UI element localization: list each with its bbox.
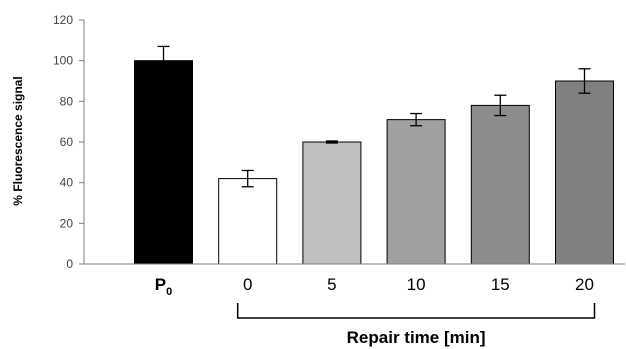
bar-0 <box>134 60 193 265</box>
x-axis: P0 0 5 10 15 20 <box>84 263 625 298</box>
x-tick-label-2: 5 <box>327 275 336 294</box>
y-tick-label-40: 40 <box>60 176 74 190</box>
x-tick-label-1: 0 <box>243 275 252 294</box>
x-tick-label-5: 20 <box>575 275 594 294</box>
y-tick-label-60: 60 <box>60 135 74 149</box>
y-tick-label-80: 80 <box>60 94 74 108</box>
repair-time-bracket: Repair time [min] <box>236 303 596 347</box>
y-axis-title: % Fluorescence signal <box>11 76 25 205</box>
bar-1 <box>218 178 278 265</box>
y-tick-label-20: 20 <box>60 216 74 230</box>
bar-5 <box>555 80 614 265</box>
y-tick-label-100: 100 <box>53 54 73 68</box>
y-axis: 0 20 40 60 80 100 120 <box>53 13 85 271</box>
group-bracket <box>236 303 596 319</box>
x-tick-label-3: 10 <box>407 275 426 294</box>
bar-3 <box>386 119 446 265</box>
y-tick-label-120: 120 <box>53 13 73 27</box>
bars <box>134 45 614 265</box>
x-tick-label-4: 15 <box>491 275 510 294</box>
x-tick-label-0: P0 <box>155 275 172 298</box>
group-label: Repair time [min] <box>347 328 486 347</box>
y-tick-label-0: 0 <box>66 257 73 271</box>
bar-2 <box>302 141 362 265</box>
bar-4 <box>470 104 530 265</box>
